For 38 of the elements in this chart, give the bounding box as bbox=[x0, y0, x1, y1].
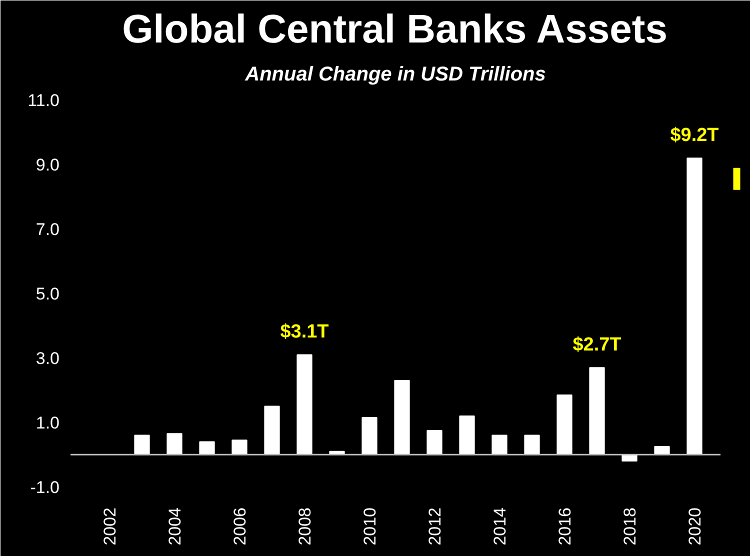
x-tick-label: 2018 bbox=[620, 507, 640, 546]
y-tick-label: 9.0 bbox=[36, 156, 60, 175]
x-tick-label: 2020 bbox=[686, 507, 704, 546]
data-label: $3.1T bbox=[280, 322, 330, 343]
bar bbox=[264, 406, 280, 456]
bar bbox=[134, 434, 150, 456]
bar bbox=[654, 446, 670, 456]
bar bbox=[426, 430, 442, 456]
bar bbox=[362, 417, 378, 456]
x-tick-label: 2016 bbox=[556, 507, 574, 546]
bar bbox=[524, 434, 540, 456]
y-tick-label: 1.0 bbox=[36, 413, 60, 432]
data-label: $9.2T bbox=[670, 125, 720, 146]
x-tick-label: 2014 bbox=[490, 507, 510, 546]
y-tick-label: 3.0 bbox=[36, 348, 60, 368]
data-label: $2.7T bbox=[572, 334, 622, 356]
x-tick-label: 2012 bbox=[426, 507, 444, 546]
bar bbox=[686, 158, 702, 456]
y-tick-label: 11.0 bbox=[28, 91, 60, 110]
bar bbox=[556, 394, 572, 456]
bar bbox=[232, 440, 248, 456]
bar bbox=[166, 433, 182, 456]
chart-subtitle: Annual Change in USD Trillions bbox=[244, 64, 546, 86]
bar bbox=[589, 367, 605, 456]
bar bbox=[394, 380, 410, 456]
y-tick-label: 7.0 bbox=[36, 220, 60, 240]
bar bbox=[459, 415, 475, 456]
x-tick-label: 2008 bbox=[296, 507, 314, 546]
x-tick-label: 2002 bbox=[100, 507, 120, 546]
x-tick-label: 2006 bbox=[230, 507, 250, 546]
chart-title: Global Central Banks Assets bbox=[122, 8, 668, 52]
bar bbox=[199, 441, 215, 456]
y-tick-label: 5.0 bbox=[36, 284, 60, 304]
y-tick-label: -1.0 bbox=[30, 478, 60, 497]
x-tick-label: 2010 bbox=[360, 507, 380, 546]
bar bbox=[296, 354, 312, 456]
bar bbox=[492, 434, 508, 456]
x-tick-label: 2004 bbox=[166, 507, 184, 546]
